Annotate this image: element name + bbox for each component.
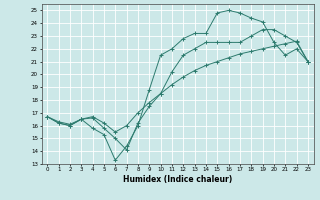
- X-axis label: Humidex (Indice chaleur): Humidex (Indice chaleur): [123, 175, 232, 184]
